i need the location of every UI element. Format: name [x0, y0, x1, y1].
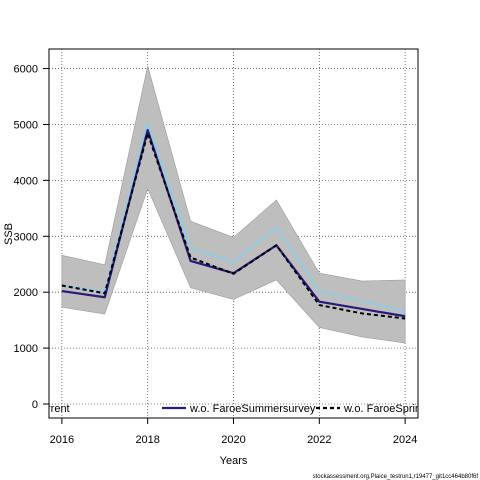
x-tick-label: 2016 — [50, 434, 74, 446]
y-axis: 0 1000 2000 3000 4000 5000 6000 — [14, 64, 49, 411]
x-tick-label: 2018 — [135, 434, 159, 446]
legend-label-0: rrent — [47, 403, 70, 415]
y-tick-label: 6000 — [14, 64, 38, 76]
footnote: stockassessment.org,Plaice_testrun1,r194… — [313, 474, 479, 480]
x-tick-label: 2022 — [307, 434, 331, 446]
y-tick-label: 1000 — [14, 343, 38, 355]
series-line-2 — [61, 122, 406, 312]
x-axis-title: Years — [220, 455, 248, 467]
x-tick-label: 2024 — [393, 434, 417, 446]
plot-frame — [48, 48, 419, 419]
y-tick-label: 2000 — [14, 287, 38, 299]
legend-label-1: w.o. FaroeSummersurvey — [189, 403, 316, 415]
y-tick-label: 3000 — [14, 231, 38, 243]
y-tick-label: 5000 — [14, 119, 38, 131]
y-tick-label: 0 — [32, 399, 38, 411]
legend-label-2: w.o. FaroeSpring — [343, 403, 427, 415]
y-axis-title: SSB — [3, 223, 15, 245]
series-lines — [61, 122, 406, 320]
legend: rrent w.o. FaroeSummersurvey w.o. FaroeSpr… — [47, 403, 427, 415]
y-tick-label: 4000 — [14, 175, 38, 187]
series-line-0 — [61, 132, 406, 320]
legend-entries: rrent w.o. FaroeSummersurvey w.o. FaroeSpr… — [47, 403, 427, 415]
x-axis: 2016 2018 2020 2022 2024 — [50, 418, 417, 446]
grid-lines — [49, 49, 418, 418]
x-tick-label: 2020 — [221, 434, 245, 446]
